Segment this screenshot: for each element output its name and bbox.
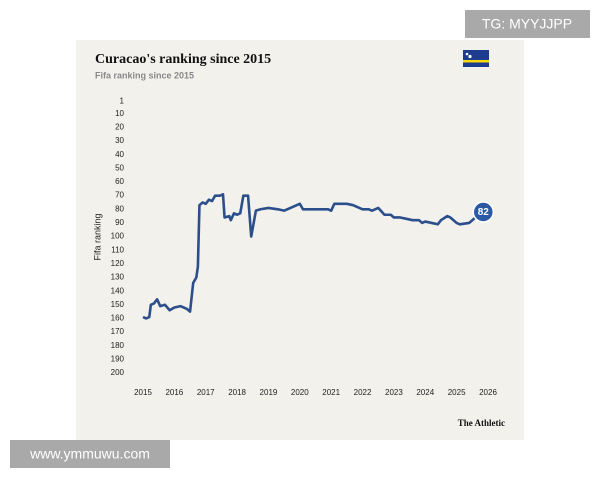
- watermark: www.ymmuwu.com: [29, 446, 150, 462]
- y-tick-label: 170: [111, 327, 125, 336]
- watermark-box: [465, 10, 590, 38]
- chart-subtitle: Fifa ranking since 2015: [95, 70, 194, 80]
- x-tick-label: 2025: [448, 388, 466, 397]
- y-tick-label: 60: [115, 177, 124, 186]
- watermark: TG: MYYJJPP: [482, 16, 572, 32]
- y-tick-label: 190: [111, 354, 125, 363]
- y-axis-label: Fifa ranking: [92, 213, 102, 260]
- y-tick-label: 80: [115, 204, 124, 213]
- x-tick-label: 2024: [416, 388, 434, 397]
- x-tick-label: 2021: [322, 388, 340, 397]
- y-tick-label: 110: [111, 245, 124, 254]
- x-tick-label: 2017: [197, 388, 215, 397]
- card: [76, 40, 524, 440]
- y-tick-label: 150: [111, 300, 125, 309]
- y-tick-label: 40: [115, 150, 124, 159]
- chart-title: Curacao's ranking since 2015: [95, 52, 271, 67]
- x-tick-label: 2016: [165, 388, 183, 397]
- y-tick-label: 20: [115, 123, 124, 132]
- watermark-box: [10, 440, 170, 468]
- y-tick-label: 100: [111, 232, 125, 241]
- y-tick-label: 180: [111, 341, 125, 350]
- x-tick-label: 2022: [354, 388, 372, 397]
- y-tick-label: 70: [115, 191, 124, 200]
- x-tick-label: 2023: [385, 388, 403, 397]
- y-tick-label: 1: [120, 97, 125, 106]
- y-tick-label: 120: [111, 259, 125, 268]
- y-tick-label: 30: [115, 136, 124, 145]
- flag: [463, 50, 489, 67]
- x-tick-label: 2019: [260, 388, 278, 397]
- y-tick-label: 130: [111, 273, 125, 282]
- source: The Athletic: [458, 418, 505, 428]
- x-tick-label: 2015: [134, 388, 152, 397]
- data-label: 82: [478, 207, 490, 218]
- x-tick-label: 2018: [228, 388, 246, 397]
- end-marker: [472, 201, 495, 223]
- y-tick-label: 50: [115, 163, 124, 172]
- y-tick-label: 140: [111, 286, 125, 295]
- line: [142, 192, 485, 320]
- y-tick-label: 10: [115, 109, 124, 118]
- y-tick-label: 200: [111, 368, 125, 377]
- x-tick-label: 2020: [291, 388, 309, 397]
- x-tick-label: 2026: [479, 388, 497, 397]
- y-tick-label: 160: [111, 314, 125, 323]
- y-tick-label: 90: [115, 218, 124, 227]
